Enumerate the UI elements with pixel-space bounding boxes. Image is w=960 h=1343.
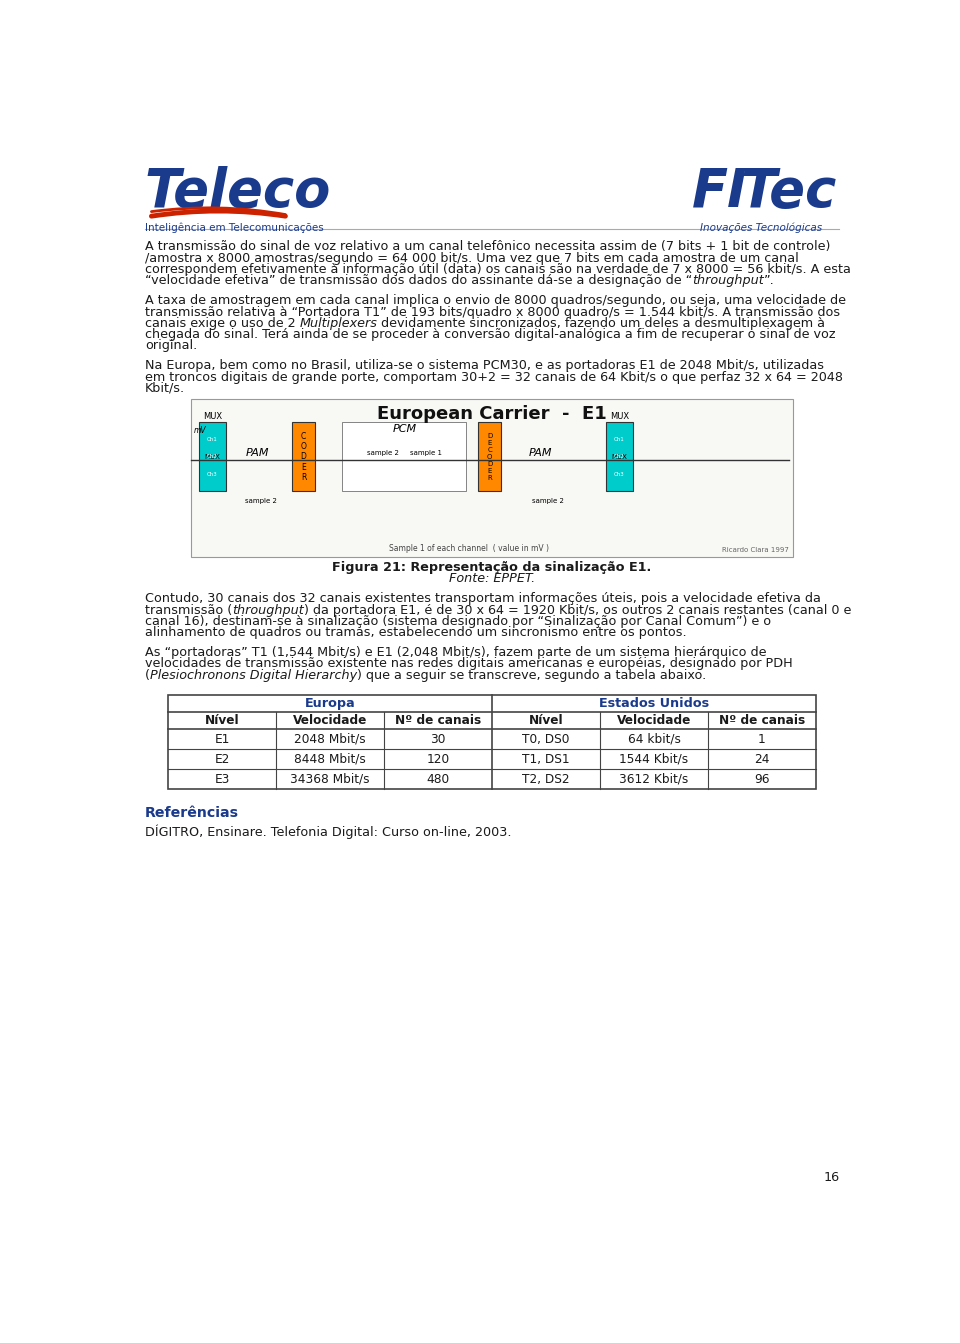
Text: Velocidade: Velocidade <box>616 714 691 727</box>
Text: em troncos digitais de grande porte, comportam 30+2 = 32 canais de 64 Kbit/s o q: em troncos digitais de grande porte, com… <box>145 371 843 384</box>
Text: PAM: PAM <box>246 449 269 458</box>
Text: ”.: ”. <box>764 274 775 287</box>
Bar <box>191 399 793 557</box>
Text: Contudo, 30 canais dos 32 canais existentes transportam informações úteis, pois : Contudo, 30 canais dos 32 canais existen… <box>145 592 821 606</box>
Text: Kbit/s.: Kbit/s. <box>145 381 185 395</box>
Text: 96: 96 <box>755 772 770 786</box>
Text: E3: E3 <box>214 772 229 786</box>
Text: 3612 Kbit/s: 3612 Kbit/s <box>619 772 688 786</box>
Bar <box>606 422 633 492</box>
Text: velocidades de transmissão existente nas redes digitais americanas e européias, : velocidades de transmissão existente nas… <box>145 658 793 670</box>
Text: Ch1: Ch1 <box>207 436 218 442</box>
Text: Nível: Nível <box>529 714 564 727</box>
Text: correspondem efetivamente à informação útil (data) os canais são na verdade de 7: correspondem efetivamente à informação ú… <box>145 263 851 275</box>
Text: MUX: MUX <box>204 454 221 459</box>
Text: 34368 Mbit/s: 34368 Mbit/s <box>290 772 370 786</box>
Text: Nível: Nível <box>204 714 239 727</box>
Text: Sample 1 of each channel  ( value in mV ): Sample 1 of each channel ( value in mV ) <box>389 544 549 553</box>
Text: Referências: Referências <box>145 806 239 821</box>
Text: 30: 30 <box>430 732 445 745</box>
Text: European Carrier  -  E1: European Carrier - E1 <box>377 406 607 423</box>
Bar <box>168 696 816 790</box>
Text: As “portadoras” T1 (1,544 Mbit/s) e E1 (2,048 Mbit/s), fazem parte de um sistema: As “portadoras” T1 (1,544 Mbit/s) e E1 (… <box>145 646 766 659</box>
Text: E1: E1 <box>214 732 229 745</box>
Text: /amostra x 8000 amostras/segundo = 64 000 bit/s. Uma vez que 7 bits em cada amos: /amostra x 8000 amostras/segundo = 64 00… <box>145 251 799 265</box>
Text: sample 1: sample 1 <box>410 450 442 457</box>
Text: throughput: throughput <box>692 274 764 287</box>
Text: Ch3: Ch3 <box>207 471 218 477</box>
Text: original.: original. <box>145 338 197 352</box>
Text: Velocidade: Velocidade <box>293 714 368 727</box>
Text: 8448 Mbit/s: 8448 Mbit/s <box>294 752 366 766</box>
Text: 1: 1 <box>758 732 766 745</box>
Text: MUX: MUX <box>610 412 629 422</box>
Text: transmissão relativa à “Portadora T1” de 193 bits/quadro x 8000 quadro/s = 1.544: transmissão relativa à “Portadora T1” de… <box>145 306 840 318</box>
Text: 24: 24 <box>755 752 770 766</box>
Text: 480: 480 <box>426 772 449 786</box>
Text: FI: FI <box>692 165 748 218</box>
Text: transmissão (: transmissão ( <box>145 603 232 616</box>
Text: Ch3: Ch3 <box>614 471 625 477</box>
Text: 1544 Kbit/s: 1544 Kbit/s <box>619 752 688 766</box>
Text: sample 2: sample 2 <box>245 498 277 504</box>
Text: DÍGITRO, Ensinare. Telefonia Digital: Curso on-line, 2003.: DÍGITRO, Ensinare. Telefonia Digital: Cu… <box>145 825 512 839</box>
Text: Inteligência em Telecomunicações: Inteligência em Telecomunicações <box>145 223 324 234</box>
Text: “velocidade efetiva” de transmissão dos dados do assinante dá-se a designação de: “velocidade efetiva” de transmissão dos … <box>145 274 692 287</box>
Text: ) da portadora E1, é de 30 x 64 = 1920 Kbit/s, os outros 2 canais restantes (can: ) da portadora E1, é de 30 x 64 = 1920 K… <box>303 603 852 616</box>
Text: Estados Unidos: Estados Unidos <box>599 697 709 710</box>
Bar <box>478 422 501 492</box>
Text: throughput: throughput <box>232 603 303 616</box>
Text: canal 16), destinam-se à sinalização (sistema designado por “Sinalização por Can: canal 16), destinam-se à sinalização (si… <box>145 615 771 627</box>
Text: PCM: PCM <box>393 424 417 434</box>
Text: MUX: MUX <box>612 454 628 459</box>
Text: Plesiochronons Digital Hierarchy: Plesiochronons Digital Hierarchy <box>150 669 357 682</box>
Text: mV: mV <box>194 426 206 435</box>
Text: ) que a seguir se transcreve, segundo a tabela abaixo.: ) que a seguir se transcreve, segundo a … <box>357 669 707 682</box>
Text: chegada do sinal. Terá ainda de se proceder à conversão digital-analógica a fim : chegada do sinal. Terá ainda de se proce… <box>145 328 835 341</box>
Text: T2, DS2: T2, DS2 <box>522 772 570 786</box>
Text: 16: 16 <box>823 1171 839 1183</box>
Text: 2048 Mbit/s: 2048 Mbit/s <box>294 732 366 745</box>
Text: (: ( <box>145 669 150 682</box>
Text: sample 2: sample 2 <box>368 450 399 457</box>
Text: Teleco: Teleco <box>145 165 331 218</box>
Text: T1, DS1: T1, DS1 <box>522 752 570 766</box>
Text: Ch1: Ch1 <box>614 436 625 442</box>
Text: alinhamento de quadros ou tramas, estabelecendo um sincronismo entre os pontos.: alinhamento de quadros ou tramas, estabe… <box>145 626 686 639</box>
Text: T0, DS0: T0, DS0 <box>522 732 569 745</box>
Text: Ricardo Clara 1997: Ricardo Clara 1997 <box>722 547 789 553</box>
Text: Tec: Tec <box>740 165 836 218</box>
Text: A taxa de amostragem em cada canal implica o envio de 8000 quadros/segundo, ou s: A taxa de amostragem em cada canal impli… <box>145 294 846 308</box>
Text: Na Europa, bem como no Brasil, utiliza-se o sistema PCM30, e as portadoras E1 de: Na Europa, bem como no Brasil, utiliza-s… <box>145 360 824 372</box>
Text: Figura 21: Representação da sinalização E1.: Figura 21: Representação da sinalização … <box>332 561 652 573</box>
Text: Inovações Tecnológicas: Inovações Tecnológicas <box>700 223 822 234</box>
Text: D
E
C
O
D
E
R: D E C O D E R <box>487 432 492 481</box>
Text: MUX: MUX <box>204 412 222 422</box>
Text: A transmissão do sinal de voz relativo a um canal telefônico necessita assim de : A transmissão do sinal de voz relativo a… <box>145 240 830 254</box>
Text: C
O
D
E
R: C O D E R <box>300 431 306 482</box>
Text: Ch2: Ch2 <box>614 454 625 459</box>
Text: 120: 120 <box>426 752 449 766</box>
Text: sample 2: sample 2 <box>532 498 564 504</box>
Text: Fonte: EPPET.: Fonte: EPPET. <box>449 572 535 586</box>
Text: 64 kbit/s: 64 kbit/s <box>628 732 681 745</box>
Text: devidamente sincronizados, fazendo um deles a desmultiplexagem à: devidamente sincronizados, fazendo um de… <box>377 317 826 329</box>
Text: Ch2: Ch2 <box>207 454 218 459</box>
Text: Europa: Europa <box>304 697 355 710</box>
Text: E2: E2 <box>214 752 229 766</box>
Text: Nº de canais: Nº de canais <box>395 714 481 727</box>
Bar <box>292 422 315 492</box>
Text: Multiplexers: Multiplexers <box>300 317 377 329</box>
Bar <box>343 422 467 492</box>
Text: PAM: PAM <box>528 449 552 458</box>
Text: Nº de canais: Nº de canais <box>719 714 805 727</box>
Text: canais exige o uso de 2: canais exige o uso de 2 <box>145 317 300 329</box>
Bar <box>199 422 227 492</box>
